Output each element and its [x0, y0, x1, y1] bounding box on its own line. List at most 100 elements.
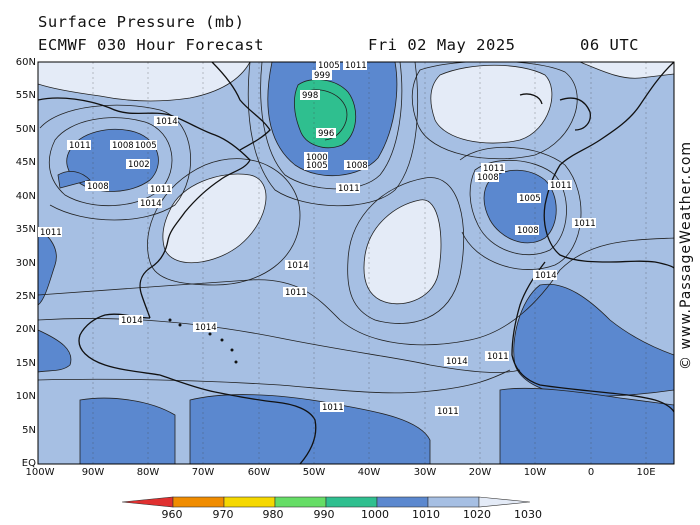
svg-text:1005: 1005	[306, 161, 328, 171]
isobar-label-group: 1005 1011 999 998 996 1000 1005 1008 101…	[38, 60, 596, 417]
isobar-label: 1011	[481, 163, 505, 174]
svg-text:1014: 1014	[140, 199, 162, 209]
svg-text:1011: 1011	[437, 407, 459, 417]
lat-label: 10N	[15, 391, 36, 402]
lat-label: 45N	[15, 157, 36, 168]
colorbar-label: 990	[313, 508, 335, 521]
lat-label: 30N	[15, 258, 36, 269]
svg-text:1008: 1008	[517, 226, 539, 236]
map-title: Surface Pressure (mb)	[38, 13, 245, 31]
isobar-label: 1011	[572, 218, 596, 229]
forecast-time: 06 UTC	[580, 36, 639, 54]
lon-label: 20W	[468, 467, 492, 478]
svg-text:1005: 1005	[318, 61, 340, 71]
colorbar-segment	[376, 496, 429, 508]
isobar-label: 1011	[435, 406, 459, 417]
lat-label: 25N	[15, 291, 36, 302]
lon-label: 50W	[302, 467, 326, 478]
colorbar-segment	[223, 496, 276, 508]
svg-text:1011: 1011	[550, 181, 572, 191]
colorbar-segment	[172, 496, 225, 508]
isobar-label: 1005	[133, 140, 157, 151]
svg-text:1000: 1000	[306, 153, 328, 163]
isobar-label: 1011	[67, 140, 91, 151]
isobar-label: 1014	[444, 356, 468, 367]
svg-text:996: 996	[318, 129, 334, 139]
isobar-label: 1014	[154, 116, 178, 127]
lat-label: 5N	[22, 425, 36, 436]
isobar-label: 1011	[343, 60, 367, 71]
svg-text:1011: 1011	[150, 185, 172, 195]
lat-label: 40N	[15, 191, 36, 202]
lon-label: 10E	[636, 467, 656, 478]
svg-text:998: 998	[302, 91, 318, 101]
colorbar-label: 1000	[361, 508, 389, 521]
colorbar-segment	[121, 496, 174, 508]
isobar-label: 1008	[515, 225, 539, 236]
isobar-label: 1008	[110, 140, 134, 151]
colorbar-label: 980	[262, 508, 284, 521]
svg-text:1005: 1005	[519, 194, 541, 204]
lon-label: 100W	[25, 467, 55, 478]
lon-label: 40W	[357, 467, 381, 478]
isobar-label: 1011	[548, 180, 572, 191]
isobar-label: 1011	[336, 183, 360, 194]
isobar-label: 1008	[475, 172, 499, 183]
isobar-label: 1011	[485, 351, 509, 362]
svg-text:1011: 1011	[285, 288, 307, 298]
svg-text:1014: 1014	[535, 271, 557, 281]
svg-text:1008: 1008	[346, 161, 368, 171]
caribbean-islands	[168, 318, 238, 364]
svg-text:1014: 1014	[195, 323, 217, 333]
isobar-label: 996	[316, 128, 336, 139]
forecast-date: Fri 02 May 2025	[368, 36, 516, 54]
isobar-label: 1008	[344, 160, 368, 171]
lat-label: 15N	[15, 358, 36, 369]
colorbar-label: 960	[161, 508, 183, 521]
svg-text:1011: 1011	[487, 352, 509, 362]
svg-text:1011: 1011	[483, 164, 505, 174]
low-pressure-areas	[38, 62, 674, 464]
lat-label: 60N	[15, 57, 36, 68]
colorbar-label: 970	[212, 508, 234, 521]
colorbar-segment	[274, 496, 327, 508]
colorbar	[121, 496, 531, 508]
isobar-label: 1002	[126, 159, 150, 170]
isobar-label: 1014	[193, 322, 217, 333]
graticule	[92, 62, 647, 464]
svg-text:1011: 1011	[40, 228, 62, 238]
lat-label: 35N	[15, 224, 36, 235]
colorbar-label: 1010	[412, 508, 440, 521]
isobar-label: 1014	[533, 270, 557, 281]
svg-text:1005: 1005	[135, 141, 157, 151]
high-pressure-areas	[38, 62, 674, 305]
svg-text:1011: 1011	[322, 403, 344, 413]
lat-label: EQ	[21, 458, 36, 469]
isobar-label: 1011	[283, 287, 307, 298]
colorbar-label: 1020	[463, 508, 491, 521]
isobar-label: 1011	[148, 184, 172, 195]
svg-text:1014: 1014	[156, 117, 178, 127]
svg-text:1008: 1008	[112, 141, 134, 151]
svg-text:1002: 1002	[128, 160, 150, 170]
svg-text:999: 999	[314, 71, 330, 81]
lat-label: 50N	[15, 124, 36, 135]
isobar-label: 1014	[285, 260, 309, 271]
isobar-label: 1005	[316, 60, 340, 71]
svg-text:1011: 1011	[574, 219, 596, 229]
lon-label: 80W	[136, 467, 160, 478]
watermark: © www.PassageWeather.com	[678, 140, 694, 370]
forecast-model: ECMWF 030 Hour Forecast	[38, 36, 265, 54]
lon-label: 90W	[81, 467, 105, 478]
svg-text:1011: 1011	[69, 141, 91, 151]
lon-label: 30W	[413, 467, 437, 478]
svg-text:1014: 1014	[287, 261, 309, 271]
lon-label: 60W	[247, 467, 271, 478]
isobar-label: 1000	[304, 152, 328, 163]
isobar-label: 1011	[38, 227, 62, 238]
isobar-label: 1014	[138, 198, 162, 209]
isobar-label: 1005	[517, 193, 541, 204]
isobar-label: 1011	[320, 402, 344, 413]
isobar-label: 999	[312, 70, 332, 81]
